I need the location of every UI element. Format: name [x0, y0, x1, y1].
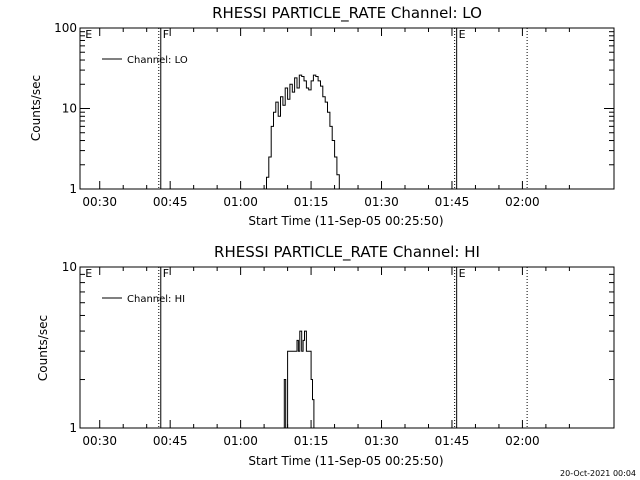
- y-tick-label-hi: 1: [69, 421, 77, 435]
- x-tick-label-lo: 01:30: [364, 195, 399, 209]
- series-line-lo: [264, 74, 340, 190]
- x-tick-label-lo: 00:45: [153, 195, 188, 209]
- tick-layer-lo: 00:30 00:45 01:00 01:15 01:30 01:45 02:00 1 10 10…: [54, 21, 614, 209]
- series-line-hi: [282, 330, 315, 429]
- y-tick-label-lo: 100: [54, 21, 77, 35]
- x-tick-label-hi: 01:00: [223, 434, 258, 448]
- x-tick-label-lo: 00:30: [82, 195, 117, 209]
- x-tick-label-lo: 01:45: [435, 195, 470, 209]
- x-tick-label-lo: 01:00: [223, 195, 258, 209]
- tick-layer-hi: 00:30 00:45 01:00 01:15 01:30 01:45 02:00 1 10: [62, 260, 614, 448]
- x-tick-label-lo: 02:00: [505, 195, 540, 209]
- legend-label-hi: Channel: HI: [127, 294, 185, 305]
- y-axis-label-lo: Counts/sec: [29, 75, 43, 141]
- x-tick-label-hi: 00:45: [153, 434, 188, 448]
- x-tick-label-hi: 01:45: [435, 434, 470, 448]
- marker-label-hi: E: [85, 267, 92, 280]
- panel-hi: RHESSI PARTICLE_RATE Channel: HI 00:30 00…: [36, 243, 615, 468]
- y-tick-label-lo: 1: [69, 182, 77, 196]
- x-tick-label-hi: 02:00: [505, 434, 540, 448]
- x-axis-label-lo: Start Time (11-Sep-05 00:25:50): [248, 214, 443, 228]
- plot-frame-hi: [79, 266, 615, 429]
- y-axis-label-hi: Counts/sec: [36, 315, 50, 381]
- x-tick-label-lo: 01:15: [294, 195, 329, 209]
- x-axis-label-hi: Start Time (11-Sep-05 00:25:50): [248, 454, 443, 468]
- y-tick-label-lo: 10: [62, 102, 77, 116]
- x-tick-label-hi: 01:30: [364, 434, 399, 448]
- panel-lo: RHESSI PARTICLE_RATE Channel: LO 00:30 00…: [29, 4, 615, 228]
- y-tick-label-hi: 10: [62, 260, 77, 274]
- marker-label-lo: E: [459, 28, 466, 41]
- marker-label-hi: F: [163, 267, 169, 280]
- marker-label-lo: E: [85, 28, 92, 41]
- marker-label-hi: E: [459, 267, 466, 280]
- chart-title-hi: RHESSI PARTICLE_RATE Channel: HI: [214, 243, 480, 262]
- footer-timestamp: 20-Oct-2021 00:04: [560, 469, 636, 478]
- x-tick-label-hi: 00:30: [82, 434, 117, 448]
- x-tick-label-hi: 01:15: [294, 434, 329, 448]
- legend-label-lo: Channel: LO: [127, 55, 188, 66]
- plot-frame-lo: [79, 27, 615, 190]
- marker-label-lo: F: [163, 28, 169, 41]
- chart-title-lo: RHESSI PARTICLE_RATE Channel: LO: [212, 4, 482, 23]
